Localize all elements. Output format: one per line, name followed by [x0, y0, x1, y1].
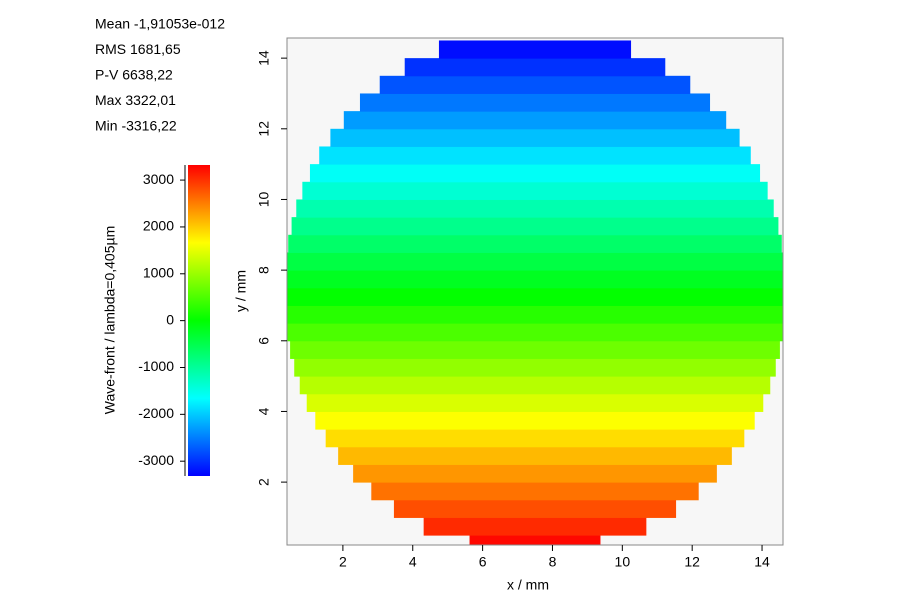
wavefront-row [379, 75, 691, 94]
wavefront-row [338, 446, 732, 465]
wavefront-row [296, 199, 774, 218]
y-tick-label: 12 [256, 121, 272, 137]
colorbar-tick-label: -1000 [138, 358, 174, 374]
plot-frame [286, 37, 784, 546]
colorbar-tick-label: 3000 [143, 171, 174, 187]
colorbar-tick-label: -3000 [138, 452, 174, 468]
x-tick-label: 12 [684, 554, 700, 570]
colorbar-tick-label: -2000 [138, 405, 174, 421]
x-tick-label: 6 [479, 554, 487, 570]
wavefront-row [294, 358, 776, 377]
wavefront-row [315, 411, 755, 430]
wavefront-row [302, 181, 768, 200]
stat-text: Max 3322,01 [95, 92, 176, 108]
stat-text: P-V 6638,22 [95, 67, 173, 83]
wavefront-row [287, 323, 783, 342]
x-tick-label: 2 [339, 554, 347, 570]
wavefront-row [330, 128, 740, 147]
colorbar [188, 165, 210, 476]
heatmap [287, 40, 783, 545]
x-tick-label: 14 [754, 554, 770, 570]
x-tick-label: 10 [615, 554, 631, 570]
wavefront-row [287, 287, 783, 306]
y-tick-label: 4 [256, 407, 272, 415]
stat-text: Mean -1,91053e-012 [95, 16, 225, 32]
colorbar-tick-label: 1000 [143, 264, 174, 280]
wavefront-row [290, 340, 780, 359]
colorbar-label: Wave-front / lambda=0,405µm [102, 226, 118, 414]
wavefront-row [288, 234, 782, 253]
y-tick-label: 10 [256, 191, 272, 207]
wavefront-row [353, 464, 717, 483]
wavefront-row [287, 252, 783, 271]
wavefront-row [287, 305, 783, 324]
stat-text: RMS 1681,65 [95, 41, 181, 57]
wavefront-row [423, 517, 647, 536]
x-tick-label: 4 [409, 554, 417, 570]
wavefront-row [438, 40, 632, 59]
wavefront-row [469, 535, 601, 545]
colorbar-tick-label: 2000 [143, 218, 174, 234]
wavefront-row [299, 376, 771, 395]
wavefront-row [371, 482, 699, 501]
wavefront-row [404, 58, 666, 77]
y-tick-label: 14 [256, 50, 272, 66]
wavefront-row [325, 429, 745, 448]
x-axis-label: x / mm [507, 577, 549, 593]
wavefront-row [291, 217, 779, 236]
wavefront-row [319, 146, 751, 165]
colorbar-tick-label: 0 [166, 311, 174, 327]
y-tick-label: 6 [256, 337, 272, 345]
wavefront-row [287, 270, 783, 289]
y-tick-label: 8 [256, 266, 272, 274]
y-tick-label: 2 [256, 478, 272, 486]
wavefront-row [306, 393, 764, 412]
x-tick-label: 8 [549, 554, 557, 570]
wavefront-row [309, 164, 761, 183]
wavefront-row [393, 499, 677, 518]
y-axis-label: y / mm [233, 270, 249, 312]
wavefront-row [359, 93, 711, 112]
wavefront-row [343, 111, 727, 130]
stat-text: Min -3316,22 [95, 118, 177, 134]
